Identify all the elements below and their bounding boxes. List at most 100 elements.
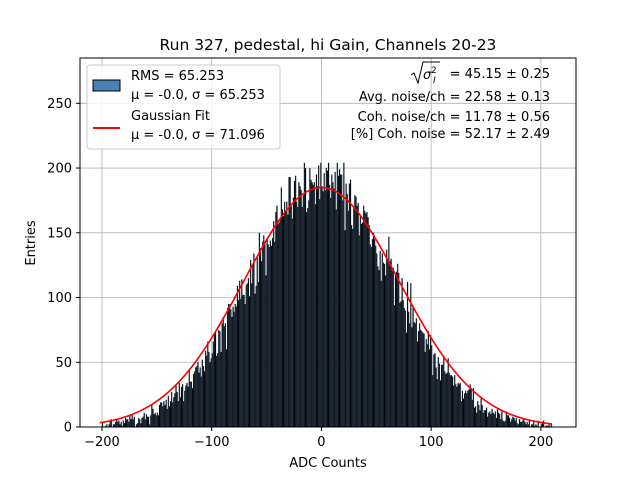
histogram-bar — [413, 322, 415, 428]
histogram-bar — [167, 395, 169, 428]
histogram-bar — [252, 265, 254, 428]
histogram-bar — [463, 393, 466, 428]
histogram-bar — [444, 371, 446, 428]
histogram-bar — [440, 364, 443, 428]
histogram-bar — [376, 253, 378, 428]
histogram-bar — [331, 174, 333, 428]
histogram-bar — [187, 386, 189, 428]
histogram-bar — [177, 401, 179, 428]
histogram-bar — [298, 182, 300, 428]
histogram-bar — [264, 243, 266, 428]
histogram-bar — [241, 279, 243, 428]
histogram-bar — [364, 210, 366, 428]
histogram-bar — [290, 204, 292, 428]
histogram-bar — [140, 423, 142, 428]
histogram-bar — [343, 162, 345, 428]
histogram-bar — [453, 385, 455, 428]
svg-text:σ: σ — [423, 68, 432, 83]
histogram-bar — [399, 302, 401, 428]
histogram-bar — [173, 397, 175, 428]
legend-label-fit: Gaussian Fit — [131, 109, 210, 124]
histogram-bar — [484, 410, 487, 428]
histogram-bar — [151, 404, 153, 428]
histogram-bar — [487, 416, 489, 428]
histogram-bar — [433, 354, 435, 428]
histogram-bar — [389, 261, 391, 428]
histogram-bar — [461, 390, 464, 428]
histogram-bar — [337, 175, 340, 428]
histogram-bar — [186, 382, 188, 428]
histogram-bar — [117, 421, 119, 428]
histogram-bar — [394, 274, 397, 428]
histogram-bar — [325, 167, 327, 428]
histogram-bar — [130, 419, 132, 428]
legend-label-fit-params: μ = -0.0, σ = 71.096 — [131, 128, 265, 143]
histogram-bar — [514, 420, 516, 428]
histogram-bar — [516, 423, 518, 428]
x-axis: −200 −100 0 100 200 — [84, 427, 553, 450]
histogram-bar — [470, 388, 472, 428]
histogram-bar — [161, 402, 163, 428]
histogram-bar — [237, 300, 240, 428]
histogram-bar — [266, 239, 268, 428]
histogram-bar — [443, 355, 445, 428]
histogram-bar — [356, 205, 358, 428]
histogram-bar — [160, 402, 162, 428]
histogram-bar — [414, 323, 416, 428]
histogram-bar — [234, 303, 236, 428]
histogram-bar — [374, 239, 376, 428]
histogram-bar — [442, 364, 444, 428]
histogram-bar — [504, 420, 506, 428]
histogram-bar — [120, 421, 122, 428]
histogram-bar — [508, 417, 511, 428]
histogram-bar — [381, 253, 383, 428]
histogram-bar — [225, 349, 228, 428]
histogram-bar — [302, 195, 304, 428]
histogram-bar — [230, 309, 232, 428]
histogram-bar — [123, 423, 126, 428]
histogram-bar — [322, 191, 324, 428]
histogram-bar — [206, 355, 208, 428]
legend-label-rms-params: μ = -0.0, σ = 65.253 — [131, 88, 265, 103]
histogram-bar — [299, 186, 301, 428]
histogram-bar — [518, 419, 521, 428]
histogram-bar — [271, 237, 274, 428]
histogram-bar — [257, 281, 259, 428]
histogram-bar — [397, 263, 399, 428]
histogram-bar — [122, 420, 124, 428]
histogram-bar — [166, 408, 168, 428]
histogram-bar — [201, 359, 203, 428]
avg-noise-annotation: Avg. noise/ch = 22.58 ± 0.13 — [359, 90, 550, 105]
histogram-bar — [282, 215, 285, 428]
histogram-bar — [378, 270, 380, 428]
histogram-bar — [231, 316, 233, 428]
x-axis-label: ADC Counts — [289, 456, 367, 471]
histogram-bar — [176, 391, 178, 428]
histogram-bar — [435, 367, 437, 428]
histogram-bar — [323, 173, 325, 428]
histogram-bar — [456, 386, 458, 428]
histogram-bar — [318, 165, 320, 428]
histogram-bar — [406, 281, 409, 428]
histogram-bar — [355, 196, 357, 428]
histogram-bar — [427, 331, 430, 428]
histogram-bar — [192, 373, 195, 428]
histogram-bar — [132, 419, 134, 428]
histogram-bar — [339, 174, 342, 428]
histogram-bar — [499, 413, 501, 428]
histogram-bar — [281, 209, 284, 428]
histogram-bar — [415, 318, 417, 428]
histogram-bar — [147, 416, 150, 428]
histogram-bar — [320, 162, 322, 428]
histogram-bar — [244, 303, 246, 428]
histogram-bar — [259, 248, 262, 428]
histogram-bar — [315, 174, 318, 428]
histogram-bar — [153, 413, 155, 428]
histogram-bar — [489, 411, 491, 428]
histogram-bar — [395, 271, 398, 428]
histogram-bar — [115, 421, 117, 428]
histogram-bar — [474, 406, 477, 428]
histogram-bar — [263, 235, 265, 428]
histogram-bar — [467, 390, 469, 428]
histogram-bar — [472, 388, 475, 428]
